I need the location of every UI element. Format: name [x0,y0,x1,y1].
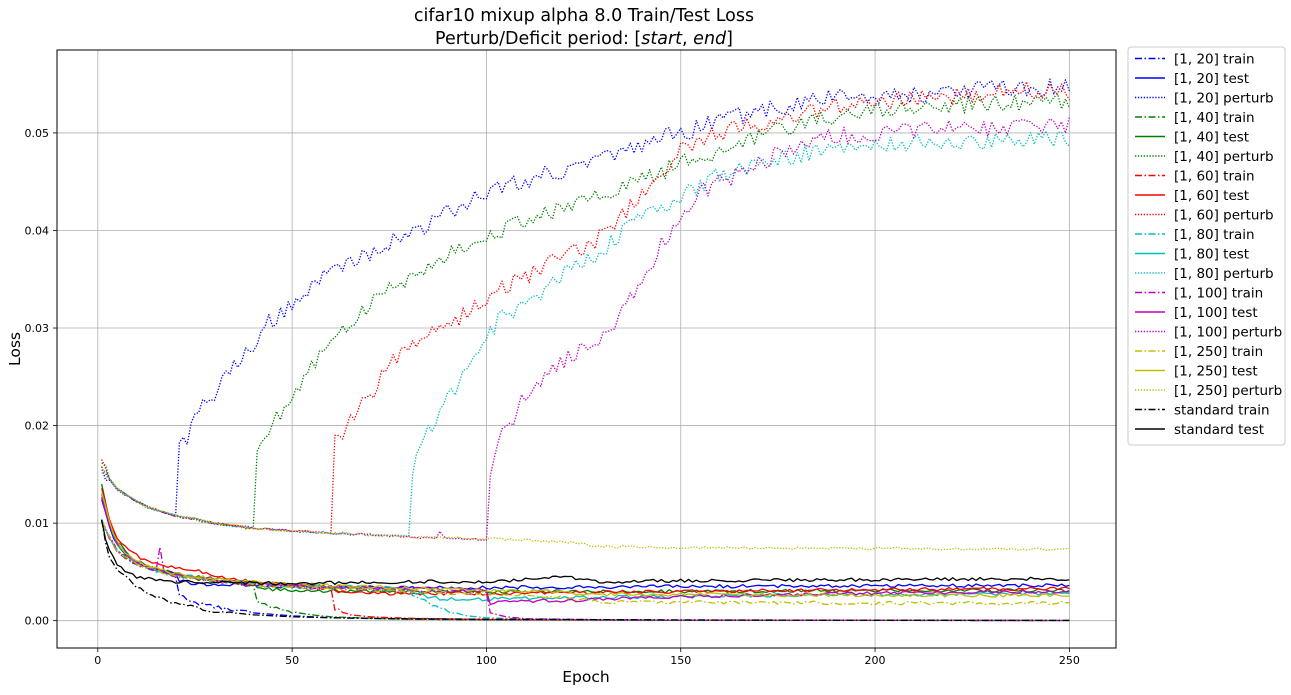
legend-label: [1, 100] test [1174,305,1258,321]
x-tick-label: 100 [476,654,497,667]
legend-label: [1, 40] train [1174,110,1255,126]
y-tick-label: 0.05 [25,127,50,140]
series-line-1-250-train [101,520,1070,606]
series-line-1-20-train [101,520,1070,622]
series-line-1-40-perturb [101,93,1070,530]
y-tick-label: 0.00 [25,615,50,628]
series-line-standard-train [101,520,1070,622]
tick-layer: 0 50 100 150 200 250 0.00 0.01 0.02 0.03 0.04 0.05 [25,127,1080,667]
legend-label: standard test [1174,422,1264,438]
series-line-1-20-perturb [101,78,1070,518]
legend-label: [1, 60] train [1174,169,1255,185]
title-line2-suffix: ] [726,29,733,49]
series-line-1-100-perturb [101,116,1071,542]
title-line2-prefix: Perturb/Deficit period: [ [435,29,641,49]
series-line-1-40-test [101,483,1070,594]
title-line2-sep: , [682,29,693,49]
series-line-standard-test [101,519,1070,586]
y-tick-label: 0.01 [25,517,50,530]
legend-frame [1127,46,1286,446]
legend-label: [1, 80] train [1174,227,1255,243]
legend-label: [1, 20] train [1174,52,1255,68]
y-tick-label: 0.04 [25,224,50,237]
legend-label: [1, 60] test [1174,188,1249,204]
legend-label: [1, 100] train [1174,286,1263,302]
plot-area [56,49,1117,649]
y-tick-label: 0.02 [25,420,50,433]
legend-label: [1, 40] perturb [1174,149,1274,165]
legend-label: [1, 60] perturb [1174,208,1274,224]
x-axis-label: Epoch [562,668,609,686]
legend-label: [1, 80] perturb [1174,266,1274,282]
chart-title-line1: cifar10 mixup alpha 8.0 Train/Test Loss [414,6,754,26]
legend-label: [1, 250] test [1174,364,1258,380]
legend-label: [1, 100] perturb [1174,325,1282,341]
x-tick-label: 0 [94,654,101,667]
legend-label: [1, 40] test [1174,130,1249,146]
series-line-1-250-test [101,492,1070,598]
series-line-1-80-perturb [101,130,1070,538]
legend-label: standard train [1174,403,1270,419]
title-line2-end: end [693,29,727,49]
y-tick-label: 0.03 [25,322,50,335]
x-tick-label: 250 [1059,654,1080,667]
x-tick-label: 150 [670,654,691,667]
series-layer [101,78,1071,622]
legend-label: [1, 80] test [1174,247,1249,263]
legend-label: [1, 250] perturb [1174,383,1282,399]
x-tick-label: 200 [865,654,886,667]
y-axis-label: Loss [6,332,24,366]
series-line-1-60-perturb [101,81,1070,534]
legend: [1, 20] train [1, 20] test [1, 20] perturb… [1127,46,1286,446]
legend-label: [1, 20] perturb [1174,91,1274,107]
x-tick-label: 50 [285,654,299,667]
chart-title-line2: Perturb/Deficit period: [start, end] [435,29,733,49]
legend-label: [1, 250] train [1174,344,1263,360]
title-line2-start: start [641,29,683,49]
legend-label: [1, 20] test [1174,71,1249,87]
